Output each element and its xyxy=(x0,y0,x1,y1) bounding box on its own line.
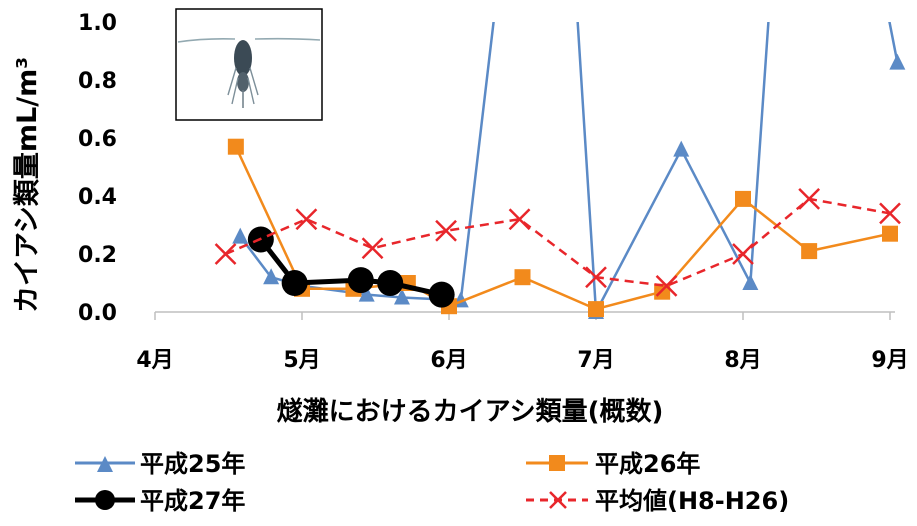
legend-label-h26: 平成26年 xyxy=(595,450,700,478)
series-line xyxy=(234,146,891,311)
data-point xyxy=(361,237,384,260)
x-axis-ticks: 4月 5月 6月 7月 8月 9月 xyxy=(136,312,909,373)
y-axis-title: カイアシ類量mL/m³ xyxy=(12,57,43,313)
series-3 xyxy=(214,188,901,297)
x-tick-label: 9月 xyxy=(871,348,908,373)
y-tick-label: 0.8 xyxy=(78,69,117,94)
data-point xyxy=(393,288,410,305)
legend-label-h27: 平成27年 xyxy=(140,487,245,515)
chart-title: 燧灘におけるカイアシ類量(概数) xyxy=(277,396,664,427)
copepod-photo xyxy=(175,8,323,121)
data-point xyxy=(585,266,607,289)
data-point xyxy=(263,268,280,285)
data-point xyxy=(889,53,906,70)
x-tick-label: 8月 xyxy=(724,348,761,373)
y-tick-label: 0.0 xyxy=(78,301,117,326)
data-point xyxy=(214,243,237,265)
data-point xyxy=(514,269,531,286)
data-point xyxy=(347,267,374,294)
data-point xyxy=(281,270,308,296)
legend-item-h27: 平成27年 xyxy=(75,487,245,515)
legend-item-h26: 平成26年 xyxy=(526,450,700,478)
data-point xyxy=(879,202,901,225)
data-point xyxy=(435,219,457,242)
legend: 平成25年 平成26年 平成27年 平均値(H8-H26) xyxy=(75,450,789,515)
data-point xyxy=(673,140,690,157)
series-line xyxy=(225,197,891,288)
data-point xyxy=(295,208,318,231)
legend-item-average: 平均値(H8-H26) xyxy=(526,487,789,515)
y-tick-label: 0.4 xyxy=(78,185,117,210)
series-line xyxy=(239,22,899,314)
x-tick-label: 7月 xyxy=(577,348,614,373)
x-tick-label: 5月 xyxy=(283,348,320,373)
data-point xyxy=(232,227,249,244)
y-tick-label: 0.2 xyxy=(78,243,117,268)
legend-label-average: 平均値(H8-H26) xyxy=(595,487,789,515)
x-tick-label: 4月 xyxy=(136,348,173,373)
y-axis-ticks: 0.0 0.2 0.4 0.6 0.8 1.0 xyxy=(78,11,117,326)
data-point xyxy=(358,285,375,302)
data-point xyxy=(742,274,759,290)
plot-area xyxy=(214,22,906,319)
data-point xyxy=(735,190,751,207)
data-point xyxy=(801,243,818,260)
data-point xyxy=(588,301,604,318)
data-point xyxy=(882,225,898,242)
legend-item-h25: 平成25年 xyxy=(75,450,245,478)
data-point xyxy=(655,275,678,297)
data-point xyxy=(798,188,821,210)
data-point xyxy=(428,281,455,308)
y-tick-label: 1.0 xyxy=(78,11,117,36)
x-tick-label: 6月 xyxy=(430,348,467,373)
series-0 xyxy=(232,22,906,319)
data-point xyxy=(732,243,754,265)
y-tick-label: 0.6 xyxy=(78,127,117,152)
data-point xyxy=(227,138,244,155)
data-point xyxy=(508,208,531,231)
data-point xyxy=(377,270,404,296)
legend-label-h25: 平成25年 xyxy=(140,450,245,478)
